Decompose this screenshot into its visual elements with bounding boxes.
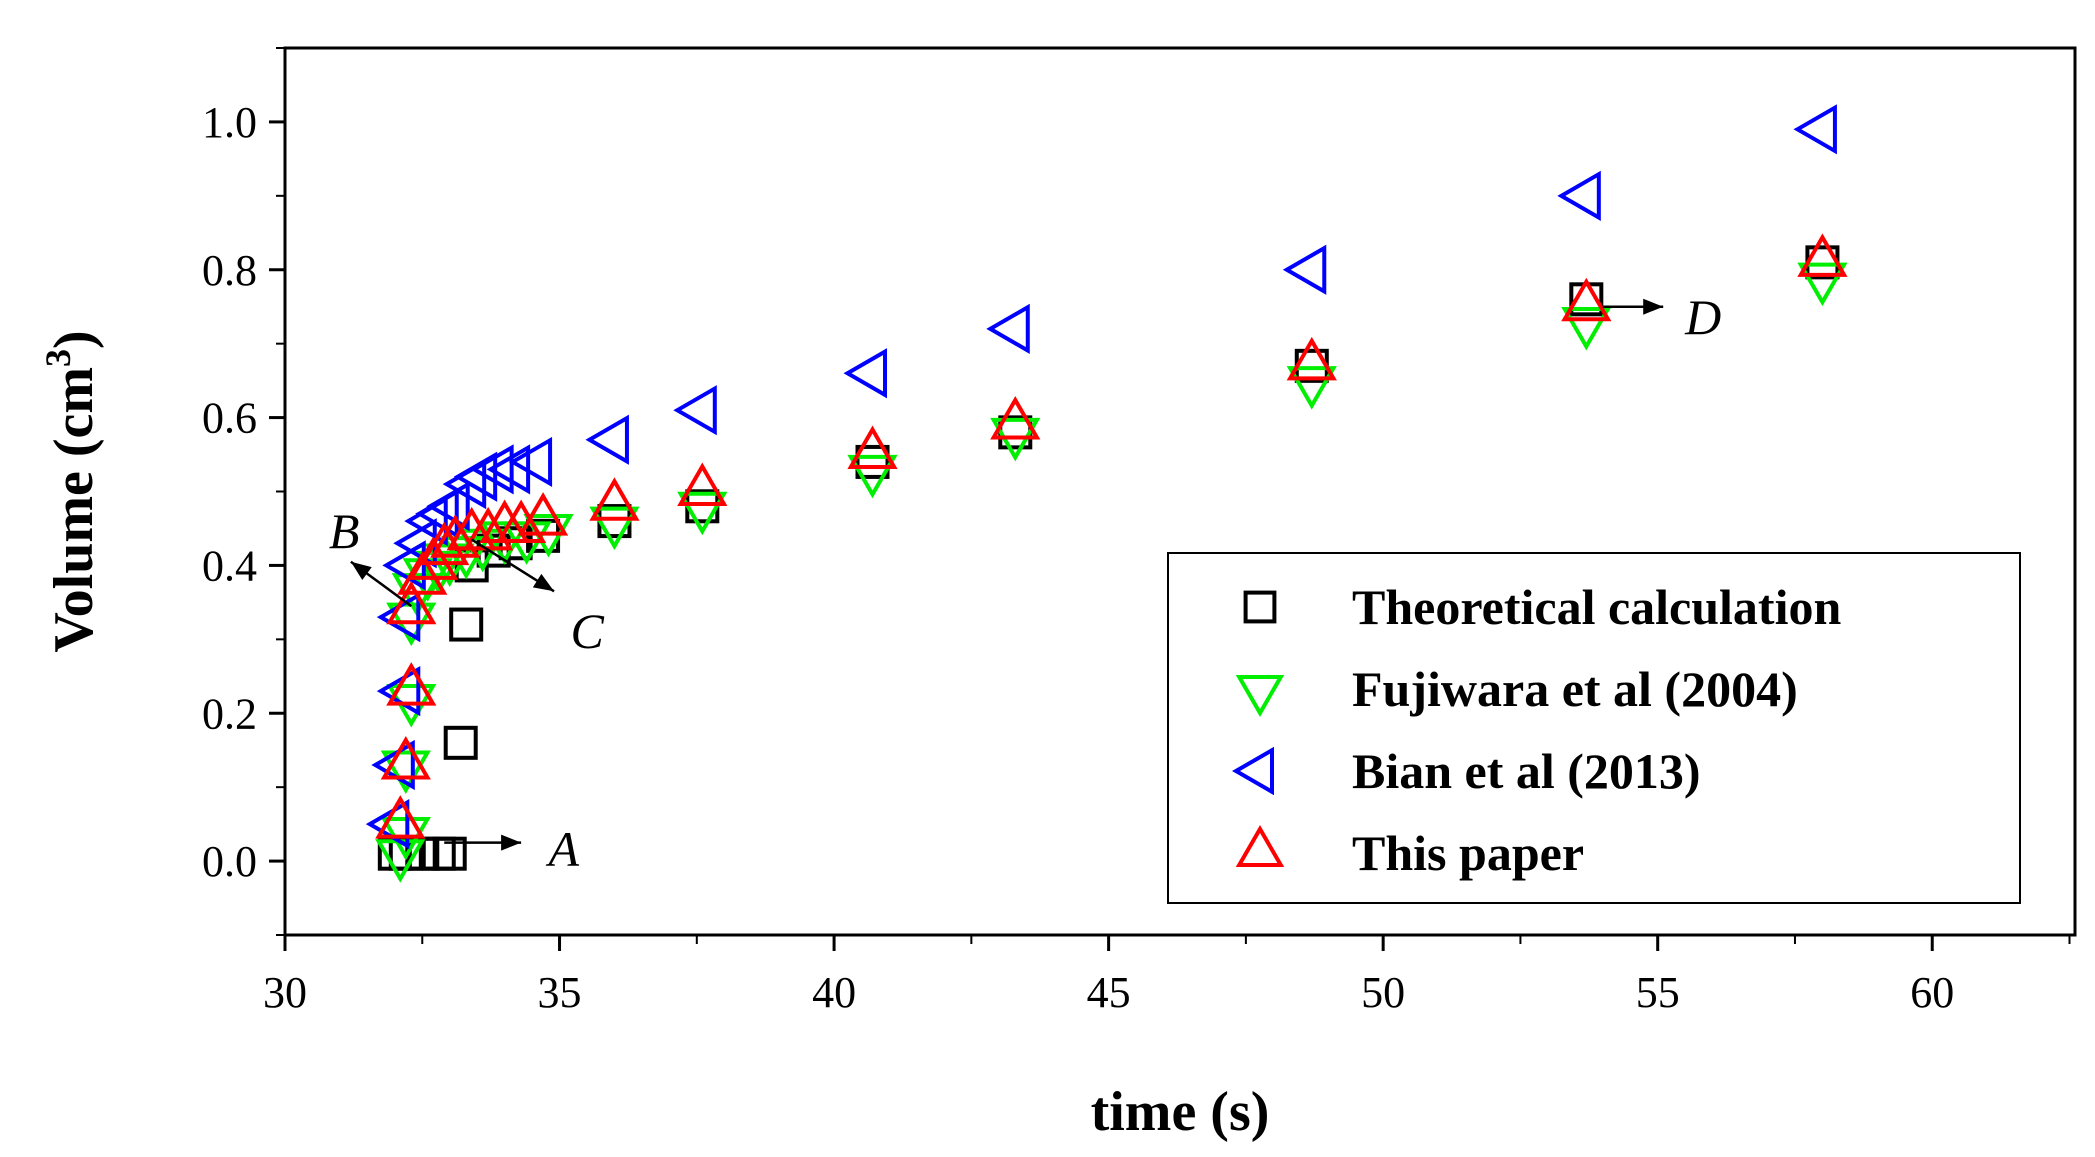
annotation-label: D [1684,289,1721,345]
x-axis-title: time (s) [1091,1081,1270,1143]
x-tick-label: 30 [263,968,307,1017]
data-point [1561,277,1612,322]
data-point [432,836,467,871]
series-bian-et-al-2013 [365,104,1837,850]
data-point [419,521,470,566]
legend-item: This paper [1235,824,1584,881]
annotation-a: A [444,821,580,877]
data-markers [365,104,1848,883]
legend-marker [1235,675,1285,718]
data-point [1797,233,1848,277]
y-tick-label: 0.2 [202,689,257,738]
data-point [843,348,888,399]
data-point [1286,366,1337,410]
data-point [380,750,431,794]
series-this-paper [375,233,1848,839]
data-point [498,526,533,561]
legend-label: Bian et al (2013) [1352,743,1701,799]
data-point [1282,244,1327,295]
x-tick-label: 55 [1636,968,1680,1017]
data-point [386,580,437,625]
legend-marker [1243,590,1277,624]
legend-item: Fujiwara et al (2004) [1235,661,1798,718]
data-point [517,492,569,536]
data-point [677,491,728,536]
legend-label: This paper [1352,825,1584,881]
data-point [847,454,898,499]
annotation-label: B [329,503,360,559]
data-point [463,506,514,551]
data-point [1557,170,1601,221]
x-tick-label: 50 [1361,968,1405,1017]
x-tick-label: 40 [812,968,856,1017]
data-point [1793,104,1837,155]
legend-marker [1231,746,1274,796]
annotation-arrowhead [350,561,372,581]
annotation-arrowhead [1643,298,1664,315]
data-point [386,662,437,706]
data-point [426,481,470,532]
x-tick-label: 45 [1087,968,1131,1017]
y-tick-label: 0.0 [202,837,257,886]
data-point [986,303,1030,354]
data-point [855,444,890,479]
axis-ticks [269,47,2071,951]
y-axis-title: Volume (cm3) [38,330,105,652]
legend-label: Theoretical calculation [1352,579,1841,635]
y-axis-title-superscript: 3 [38,349,78,367]
data-point [589,477,640,521]
annotation-c: C [471,538,605,659]
data-point [1286,336,1337,381]
y-tick-label: 0.8 [202,246,257,295]
legend: Theoretical calculation Fujiwara et al (2… [1167,552,2021,904]
annotation-b: B [329,503,413,608]
data-point [443,725,478,760]
data-point [673,385,717,436]
data-point [585,414,629,465]
data-point [847,425,898,470]
y-tick-label: 0.6 [202,394,257,443]
data-point [495,499,547,543]
data-point [677,462,728,506]
legend-item: Theoretical calculation [1243,579,1841,635]
data-point [1797,262,1848,307]
legend-frame [1167,552,2021,904]
legend-label: Fujiwara et al (2004) [1352,661,1798,717]
x-tick-label: 35 [538,968,582,1017]
data-point [990,395,1041,440]
data-point [380,735,431,780]
annotation-d: D [1602,289,1721,345]
data-point [375,795,426,839]
annotation-label: A [546,821,580,877]
data-point [470,444,514,495]
x-tick-label: 60 [1910,968,1954,1017]
y-tick-label: 1.0 [202,98,257,147]
annotation-arrowhead [501,834,522,851]
data-point [382,540,426,591]
legend-marker [1235,824,1285,867]
data-point [1561,306,1612,351]
annotation-label: C [571,603,605,659]
data-point [408,536,459,580]
legend-item: Bian et al (2013) [1231,743,1701,799]
data-point [430,514,481,558]
y-tick-label: 0.4 [202,541,257,590]
data-point [589,506,640,551]
data-point [397,551,448,595]
data-point [508,436,553,488]
data-point [371,739,415,791]
annotation-arrowhead [532,573,555,592]
data-point [449,607,484,642]
y-axis-title-close: ) [43,330,105,349]
annotations: A B C D [329,289,1721,877]
axis-tick-labels: 30 35 40 45 50 55 60 0.0 0.2 0.4 0.6 0.8 1.0 [202,98,1954,1017]
y-axis-title-main: Volume (cm [43,367,105,653]
